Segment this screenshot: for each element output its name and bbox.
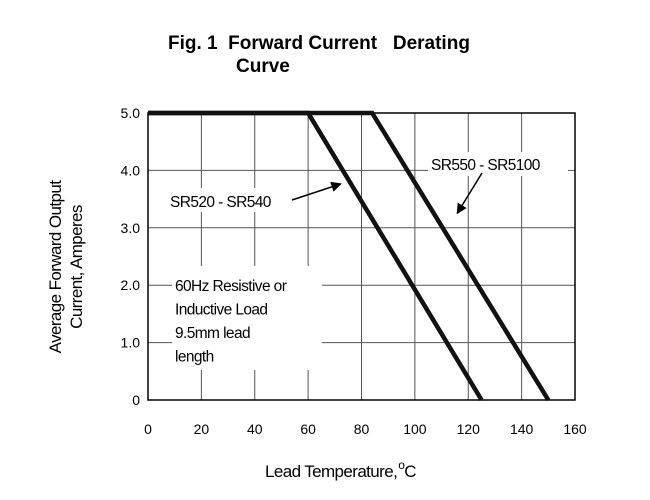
arrow-sr550-sr5100 (456, 172, 483, 215)
note-text-line: 9.5mm lead (175, 325, 250, 342)
x-axis-label-text: Lead Temperature, (265, 462, 398, 481)
y-tick-label: 2.0 (121, 277, 141, 293)
series-label-sr520-sr540: SR520 - SR540 (170, 194, 272, 211)
tick-labels: 0 20 40 60 80 100 120 140 160 0 1.0 2.0 3.0 4.0 5.0 (121, 105, 587, 437)
chart-title-line-2: Curve (236, 56, 290, 77)
x-tick-label: 120 (457, 421, 481, 437)
degree-symbol: o (398, 458, 405, 472)
series-label-sr550-sr5100: SR550 - SR5100 (431, 157, 541, 174)
y-tick-label: 3.0 (121, 220, 141, 236)
note-text-line: Inductive Load (175, 302, 267, 319)
annotation-layer: SR520 - SR540 SR550 - SR5100 60Hz Resistiv… (167, 152, 568, 370)
x-tick-label: 0 (144, 421, 152, 437)
y-tick-label: 1.0 (121, 335, 141, 351)
y-tick-label: 5.0 (121, 105, 141, 121)
x-axis-unit: C (404, 462, 416, 481)
x-tick-label: 80 (354, 421, 370, 437)
label-background (428, 152, 568, 176)
y-tick-label: 0 (132, 392, 140, 408)
note-background (172, 266, 322, 370)
x-tick-label: 140 (510, 421, 534, 437)
y-tick-label: 4.0 (121, 162, 141, 178)
arrow-sr520-sr540 (291, 181, 342, 201)
chart-title-line-1: Fig. 1 Forward Current Derating (168, 33, 470, 54)
note-text-line: 60Hz Resistive or (175, 278, 287, 295)
chart-title: Fig. 1 Forward Current Derating Curve (168, 32, 470, 78)
x-tick-label: 60 (300, 421, 316, 437)
note-text-line: length (175, 349, 214, 366)
x-axis-label: Lead Temperature,oC (265, 458, 417, 482)
series-line-2 (148, 110, 551, 402)
x-tick-label: 160 (563, 421, 587, 437)
x-tick-label: 40 (247, 421, 263, 437)
series-layer (148, 110, 551, 402)
x-tick-label: 100 (403, 421, 427, 437)
x-tick-label: 20 (194, 421, 210, 437)
label-background (167, 188, 291, 212)
